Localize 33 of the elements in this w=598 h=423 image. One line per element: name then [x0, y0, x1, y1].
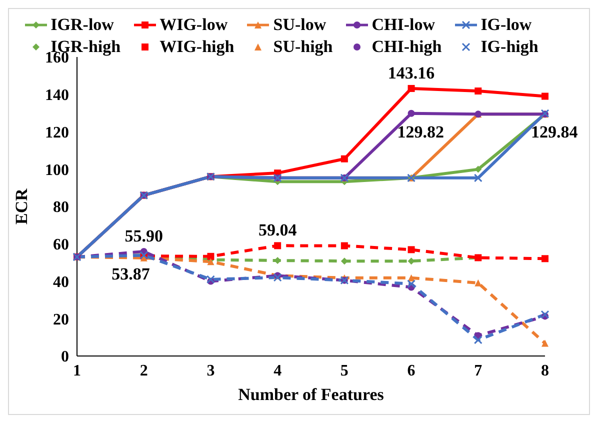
legend-label: WIG-high — [160, 37, 234, 57]
data-label: 53.87 — [112, 264, 150, 284]
x-axis-title: Number of Features — [238, 385, 384, 404]
legend-label: WIG-low — [160, 15, 228, 35]
x-tick-label: 5 — [340, 362, 348, 380]
legend-label: IG-high — [480, 37, 538, 57]
y-tick-label: 100 — [45, 162, 69, 179]
y-tick-label: 80 — [53, 199, 69, 216]
legend-label: CHI-high — [372, 37, 442, 57]
legend-label: IG-low — [480, 15, 532, 35]
y-tick-label: 20 — [53, 311, 69, 328]
x-tick-label: 8 — [541, 362, 549, 380]
y-axis-title: ECR — [12, 188, 32, 224]
y-tick-label: 40 — [53, 274, 69, 291]
x-tick-label: 2 — [140, 362, 148, 380]
x-tick-label: 4 — [274, 362, 282, 380]
y-tick-label: 120 — [45, 124, 69, 142]
x-tick-label: 1 — [73, 362, 81, 380]
legend-label: CHI-low — [372, 15, 436, 35]
data-label: 55.90 — [124, 226, 163, 246]
data-label: 129.82 — [397, 122, 444, 142]
legend-label: SU-high — [273, 37, 333, 57]
x-tick-label: 3 — [206, 362, 215, 380]
x-tick-label: 7 — [474, 362, 482, 380]
x-tick-label: 6 — [407, 362, 416, 380]
legend-label: SU-low — [273, 15, 326, 35]
data-label: 129.84 — [531, 122, 578, 142]
data-label: 143.16 — [388, 63, 435, 82]
data-label: 59.04 — [258, 220, 298, 240]
y-tick-label: 60 — [53, 236, 69, 254]
y-tick-label: 140 — [45, 87, 69, 104]
legend-label: IGR-low — [50, 15, 114, 35]
y-tick-label: 0 — [61, 348, 69, 366]
